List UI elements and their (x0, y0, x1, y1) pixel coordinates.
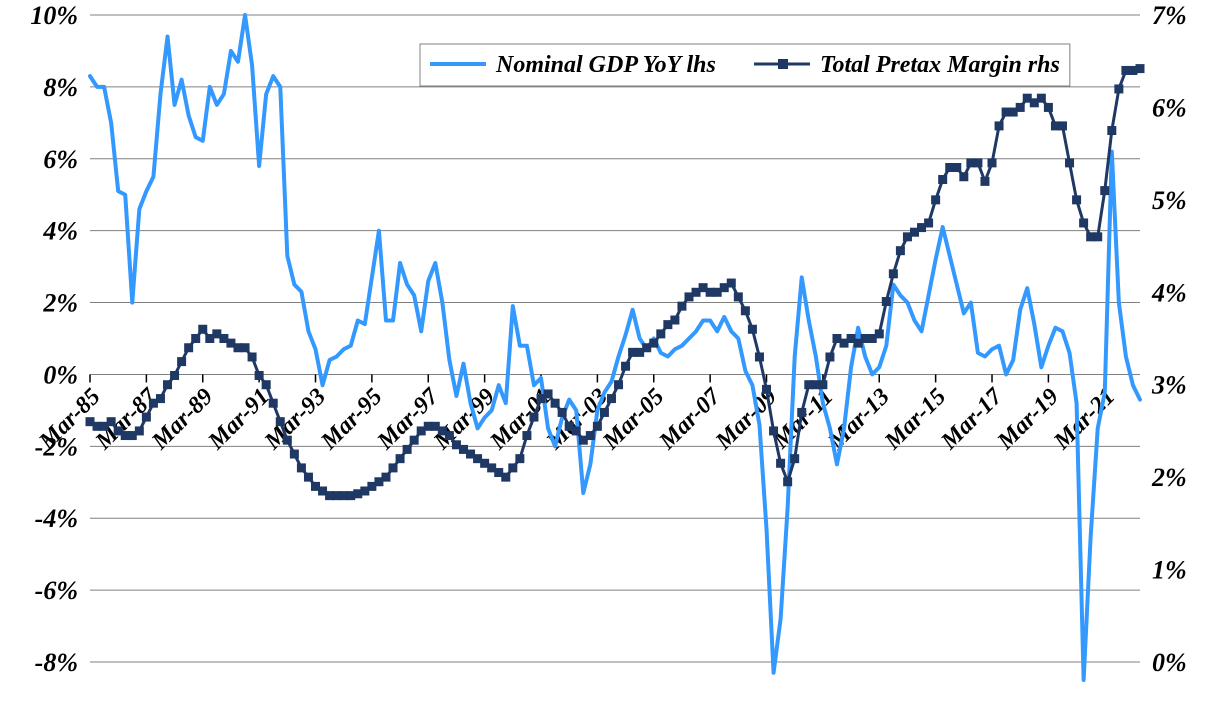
y-left-tick-label: -8% (35, 648, 78, 677)
y-left-tick-label: 10% (30, 1, 78, 30)
legend: Nominal GDP YoY lhs Total Pretax Margin r… (420, 44, 1070, 86)
dual-axis-line-chart: -8%-6%-4%-2%0%2%4%6%8%10%0%1%2%3%4%5%6%7… (0, 0, 1219, 717)
y-right-tick-label: 7% (1152, 1, 1187, 30)
chart-svg: -8%-6%-4%-2%0%2%4%6%8%10%0%1%2%3%4%5%6%7… (0, 0, 1219, 717)
y-right-tick-label: 3% (1151, 371, 1187, 400)
y-left-tick-label: 8% (43, 73, 78, 102)
y-right-tick-label: 5% (1152, 186, 1187, 215)
y-right-tick-label: 4% (1151, 278, 1187, 307)
y-left-tick-label: 2% (42, 289, 78, 318)
y-left-tick-label: -6% (35, 576, 78, 605)
y-left-tick-label: -4% (35, 504, 78, 533)
y-right-tick-label: 6% (1152, 93, 1187, 122)
legend-label-gdp: Nominal GDP YoY lhs (495, 52, 716, 78)
y-right-tick-label: 2% (1151, 463, 1187, 492)
y-right-tick-label: 1% (1152, 556, 1187, 585)
y-left-tick-label: 6% (43, 145, 78, 174)
y-left-tick-label: 0% (43, 360, 78, 389)
legend-label-margin: Total Pretax Margin rhs (820, 52, 1060, 78)
y-right-tick-label: 0% (1152, 648, 1187, 677)
y-left-tick-label: 4% (42, 217, 78, 246)
